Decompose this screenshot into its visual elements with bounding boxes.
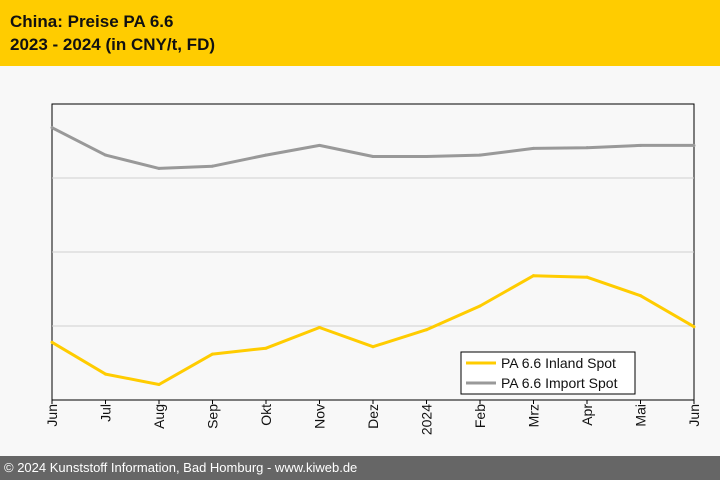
point-import-6	[371, 155, 375, 159]
point-import-3	[211, 164, 214, 168]
line-chart: Jun Jul Aug Sep Okt Nov Dez 2024 Feb Mrz Apr Mai Jun…	[44, 103, 702, 435]
x-tick-label: Okt	[258, 404, 274, 426]
point-import-7	[425, 155, 428, 159]
x-tick-label: Dez	[365, 404, 381, 429]
x-tick-label: Mrz	[526, 404, 542, 427]
legend-label-import: PA 6.6 Import Spot	[501, 375, 618, 391]
legend: PA 6.6 Inland Spot PA 6.6 Import Spot	[460, 351, 636, 395]
point-import-2	[157, 166, 161, 170]
point-inland-12	[692, 325, 696, 329]
point-import-0	[50, 126, 54, 130]
point-inland-1	[104, 372, 107, 376]
point-inland-7	[425, 328, 428, 332]
legend-box	[460, 351, 636, 395]
point-import-12	[692, 143, 696, 147]
x-tick-label: Feb	[472, 404, 488, 428]
point-inland-2	[157, 382, 161, 386]
point-import-10	[585, 146, 589, 150]
x-tick-label: Apr	[579, 404, 595, 426]
point-inland-11	[639, 294, 642, 298]
x-tick-label: 2024	[419, 404, 435, 435]
copyright-text: © 2024 Kunststoff Information, Bad Hombu…	[4, 460, 358, 475]
legend-label-inland: PA 6.6 Inland Spot	[501, 355, 616, 371]
point-inland-9	[532, 274, 535, 278]
x-tick-label: Mai	[633, 404, 649, 427]
point-inland-4	[264, 346, 268, 350]
point-import-8	[478, 153, 482, 157]
chart-title: China: Preise PA 6.6	[10, 12, 174, 31]
chart-subtitle: 2023 - 2024 (in CNY/t, FD)	[10, 35, 216, 54]
x-tick-label: Jul	[98, 404, 114, 422]
point-inland-10	[585, 275, 589, 279]
x-tick-label: Jun	[44, 404, 60, 427]
point-import-4	[264, 153, 268, 157]
point-import-5	[318, 143, 321, 147]
x-tick-label: Sep	[205, 404, 221, 429]
point-inland-6	[371, 345, 375, 349]
point-import-9	[532, 146, 535, 150]
x-tick-label: Nov	[312, 404, 328, 429]
point-import-1	[104, 153, 107, 157]
header-banner: China: Preise PA 6.6 2023 - 2024 (in CNY…	[0, 0, 720, 66]
point-inland-5	[318, 325, 321, 329]
point-inland-0	[50, 340, 54, 344]
point-inland-3	[211, 352, 214, 356]
x-tick-label: Aug	[151, 404, 167, 429]
point-inland-8	[478, 304, 482, 308]
x-tick-label: Jun	[686, 404, 702, 427]
point-import-11	[639, 143, 642, 147]
footer-bar: © 2024 Kunststoff Information, Bad Hombu…	[0, 456, 720, 480]
